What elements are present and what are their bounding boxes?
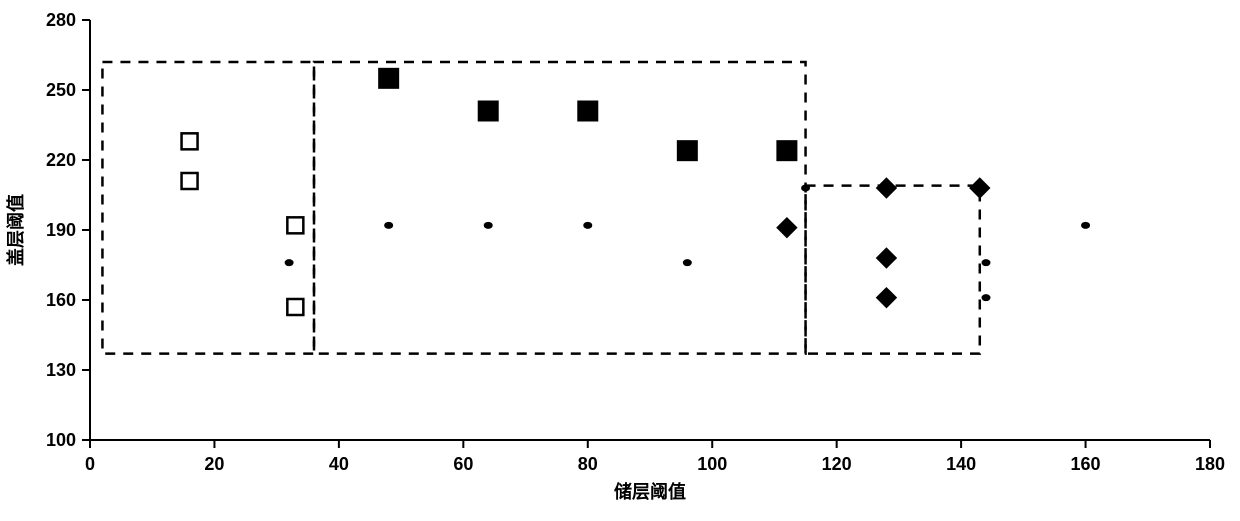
y-tick-label: 250 [46,80,76,100]
x-tick-label: 40 [329,454,349,474]
x-axis-title: 储层阈值 [613,481,686,502]
series-open-square [182,133,304,315]
y-tick-label: 220 [46,150,76,170]
scatter-chart: 0 20 40 60 80 100 120 140 160 180 储层阈值 100 130 160 190… [0,0,1240,521]
x-tick-label: 160 [1071,454,1101,474]
region-middle [314,62,806,354]
region-right [806,186,980,354]
series-filled-diamond [777,178,990,308]
x-tick-label: 140 [946,454,976,474]
x-axis: 0 20 40 60 80 100 120 140 160 180 [85,440,1225,474]
x-tick-label: 100 [697,454,727,474]
x-tick-label: 0 [85,454,95,474]
y-tick-label: 160 [46,290,76,310]
x-tick-label: 60 [453,454,473,474]
regions [102,62,979,354]
y-axis-title: 盖层阈值 [5,194,26,266]
y-tick-label: 130 [46,360,76,380]
x-tick-label: 80 [578,454,598,474]
series-small-dot [285,185,1089,301]
chart-svg: 0 20 40 60 80 100 120 140 160 180 储层阈值 100 130 160 190… [0,0,1240,521]
y-axis: 100 130 160 190 220 250 280 [46,10,90,450]
y-tick-label: 100 [46,430,76,450]
x-tick-label: 180 [1195,454,1225,474]
y-tick-label: 190 [46,220,76,240]
x-tick-label: 20 [204,454,224,474]
series-filled-square [379,68,797,160]
region-left [102,62,314,354]
y-tick-label: 280 [46,10,76,30]
x-tick-label: 120 [822,454,852,474]
axes [90,20,1210,440]
